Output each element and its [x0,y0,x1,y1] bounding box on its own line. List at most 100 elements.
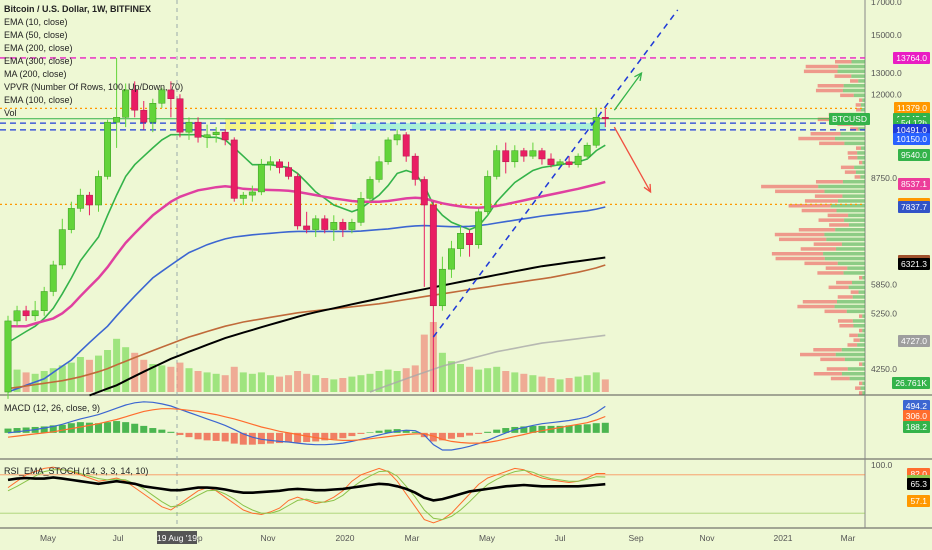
macd-histogram-bar [574,424,582,433]
macd-histogram-bar [529,425,537,433]
volume-bar [58,365,66,392]
candle-body [257,164,265,193]
candle-body [113,117,121,123]
legend-indicator[interactable]: EMA (300, close) [4,56,73,66]
candle-body [212,131,220,135]
price-axis-label: 5250.0 [871,308,897,318]
candle-body [556,161,564,165]
macd-histogram-bar [257,432,265,445]
macd-histogram-bar [230,432,238,444]
volume-bar [158,365,166,392]
price-tag: 9540.0 [898,149,930,162]
volume-profile-bar [851,280,865,285]
volume-profile-bar [825,266,848,270]
volume-profile-bar [837,69,865,74]
time-axis-label: Mar [405,533,420,543]
candle-body [49,264,57,292]
volume-profile-bar [761,184,819,189]
legend-indicator[interactable]: EMA (200, close) [4,43,73,53]
macd-histogram-bar [239,432,247,445]
volume-profile-bar [851,60,865,64]
macd-histogram-bar [303,432,311,442]
macd-histogram-bar [149,428,157,433]
volume-profile-bar [828,285,849,290]
crosshair-date-box [157,531,197,544]
volume-profile-bar [848,285,865,290]
volume-profile-bar [852,295,865,299]
volume-profile-bar [855,386,861,390]
candle-body [267,161,274,165]
volume-profile-bar [813,372,842,376]
legend-indicator[interactable]: EMA (50, close) [4,30,68,40]
legend-indicator[interactable]: EMA (100, close) [4,95,73,105]
legend-indicator[interactable]: VPVR (Number Of Rows, 100, Up/Down, 70) [4,82,184,92]
legend-title[interactable]: Bitcoin / U.S. Dollar, 1W, BITFINEX [4,4,152,14]
rsi-label[interactable]: RSI_EMA_STOCH (14, 3, 3, 14, 10) [4,466,149,476]
volume-profile-bar [836,280,852,285]
volume-profile-bar [841,242,865,246]
volume-bar [49,368,57,392]
volume-bar [565,378,573,392]
volume-profile-bar [775,189,825,194]
volume-bar [583,375,591,392]
candle-body [303,225,311,230]
volume-bar [239,372,247,392]
macd-histogram-bar [348,432,356,437]
legend-indicator[interactable]: MA (200, close) [4,69,67,79]
macd-value-tag: 188.2 [902,420,930,433]
legend-indicator[interactable]: EMA (10, close) [4,17,68,27]
volume-profile-bar [839,324,854,328]
macd-line [7,401,606,451]
volume-profile-bar [859,98,863,102]
price-tag: 4727.0 [898,335,930,348]
volume-bar [574,376,582,392]
volume-bar [538,376,546,392]
volume-bar [556,379,564,392]
arrow-head [643,183,652,194]
volume-profile-bar [800,247,837,251]
time-axis-label: Sep [628,533,643,543]
legend-indicator[interactable]: Vol [4,108,17,118]
volume-profile-bar [862,276,865,280]
volume-profile-bar [844,218,865,222]
candle-body [167,89,175,99]
candle-body [393,134,401,141]
volume-bar [330,379,338,392]
candle-body [411,155,419,180]
indicator-line [7,264,606,390]
volume-profile-bar [778,237,827,242]
candle-body [58,229,66,266]
indicator-line [89,256,606,397]
price-tag: 6321.3 [898,258,930,271]
trendline [432,9,679,338]
volume-bar [194,371,202,392]
volume-profile-bar [826,367,848,371]
volume-bar [230,366,238,392]
volume-profile-bar [848,213,865,218]
candle-body [95,176,102,206]
rsi-value-tag: 65.3 [907,478,930,491]
volume-bar [447,361,455,392]
candle-body [140,109,148,123]
volume-profile-bar [853,93,865,98]
volume-bar [176,362,184,392]
rsi-axis-label: 100.0 [871,460,893,470]
volume-profile-bar [824,309,847,314]
volume-bar [76,357,84,392]
macd-histogram-bar [176,432,184,436]
volume-profile-bar [848,223,865,227]
indicator-line [7,133,606,344]
macd-histogram-bar [49,425,57,433]
volume-profile-bar [853,338,860,342]
macd-histogram-bar [4,428,12,433]
macd-label[interactable]: MACD (12, 26, close, 9) [4,403,101,413]
volume-profile-bar [858,127,865,131]
volume-profile-bar [843,84,865,88]
macd-histogram-bar [13,428,21,433]
volume-profile-bar [829,223,849,227]
volume-bar [321,378,329,392]
volume-profile-bar [834,304,865,309]
volume-bar [547,378,555,392]
